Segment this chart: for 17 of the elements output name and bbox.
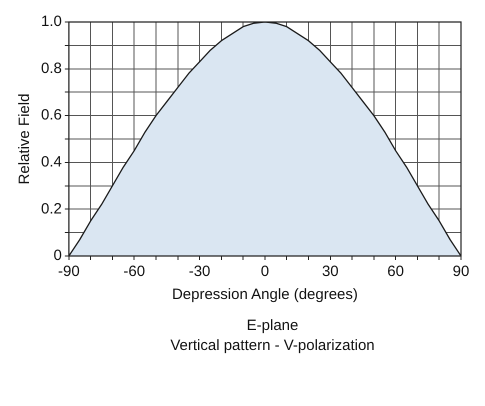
y-tick-label: 0.8: [40, 60, 62, 77]
x-axis-title: Depression Angle (degrees): [172, 286, 358, 304]
y-axis-title: Relative Field: [16, 94, 34, 184]
x-tick-label: 30: [322, 263, 339, 280]
y-tick-label: 0.2: [40, 200, 62, 218]
text: Vertical pattern - V-polarization: [169, 336, 376, 356]
x-tick-label: -90: [58, 263, 80, 280]
x-tick-label: -60: [123, 263, 146, 280]
x-tick-label: 90: [452, 263, 470, 280]
y-tick-label: 0: [54, 247, 62, 264]
x-tick-label: 60: [387, 263, 404, 280]
y-tick-label: 1.0: [40, 13, 62, 30]
x-tick-label: -30: [188, 263, 210, 280]
y-tick-label: 0.4: [40, 154, 62, 171]
y-tick-label: 0.6: [40, 106, 62, 124]
x-tick-label: 0: [260, 263, 270, 280]
text: E-plane: [246, 316, 300, 336]
